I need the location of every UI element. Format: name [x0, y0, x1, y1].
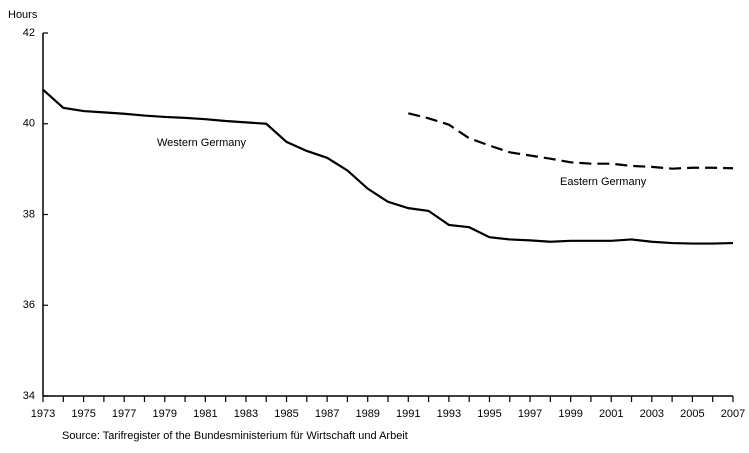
y-axis-label: Hours	[8, 9, 38, 21]
series-label: Western Germany	[157, 137, 247, 149]
x-tick-label: 1983	[234, 408, 258, 420]
x-tick-label: 2001	[599, 408, 623, 420]
x-tick-label: 1991	[396, 408, 420, 420]
x-tick-label: 1981	[193, 408, 217, 420]
x-tick-label: 1993	[437, 408, 461, 420]
y-tick-label: 36	[23, 299, 35, 311]
x-tick-label: 2007	[721, 408, 745, 420]
y-tick-label: 40	[23, 118, 35, 130]
y-tick-label: 34	[23, 390, 35, 402]
x-tick-label: 1979	[153, 408, 177, 420]
x-tick-label: 1977	[112, 408, 136, 420]
x-tick-label: 1973	[31, 408, 55, 420]
x-tick-label: 2005	[680, 408, 704, 420]
series-line	[408, 112, 734, 170]
series-line	[42, 88, 734, 245]
x-tick-label: 1999	[558, 408, 582, 420]
x-tick-label: 1995	[477, 408, 501, 420]
x-tick-label: 2003	[640, 408, 664, 420]
source-note: Source: Tarifregister of the Bundesminis…	[62, 430, 408, 442]
y-tick-label: 42	[23, 27, 35, 39]
x-tick-label: 1975	[71, 408, 95, 420]
series-label: Eastern Germany	[560, 176, 647, 188]
x-tick-label: 1985	[274, 408, 298, 420]
y-tick-label: 38	[23, 208, 35, 220]
x-tick-label: 1989	[355, 408, 379, 420]
x-tick-label: 1987	[315, 408, 339, 420]
x-tick-label: 1997	[518, 408, 542, 420]
